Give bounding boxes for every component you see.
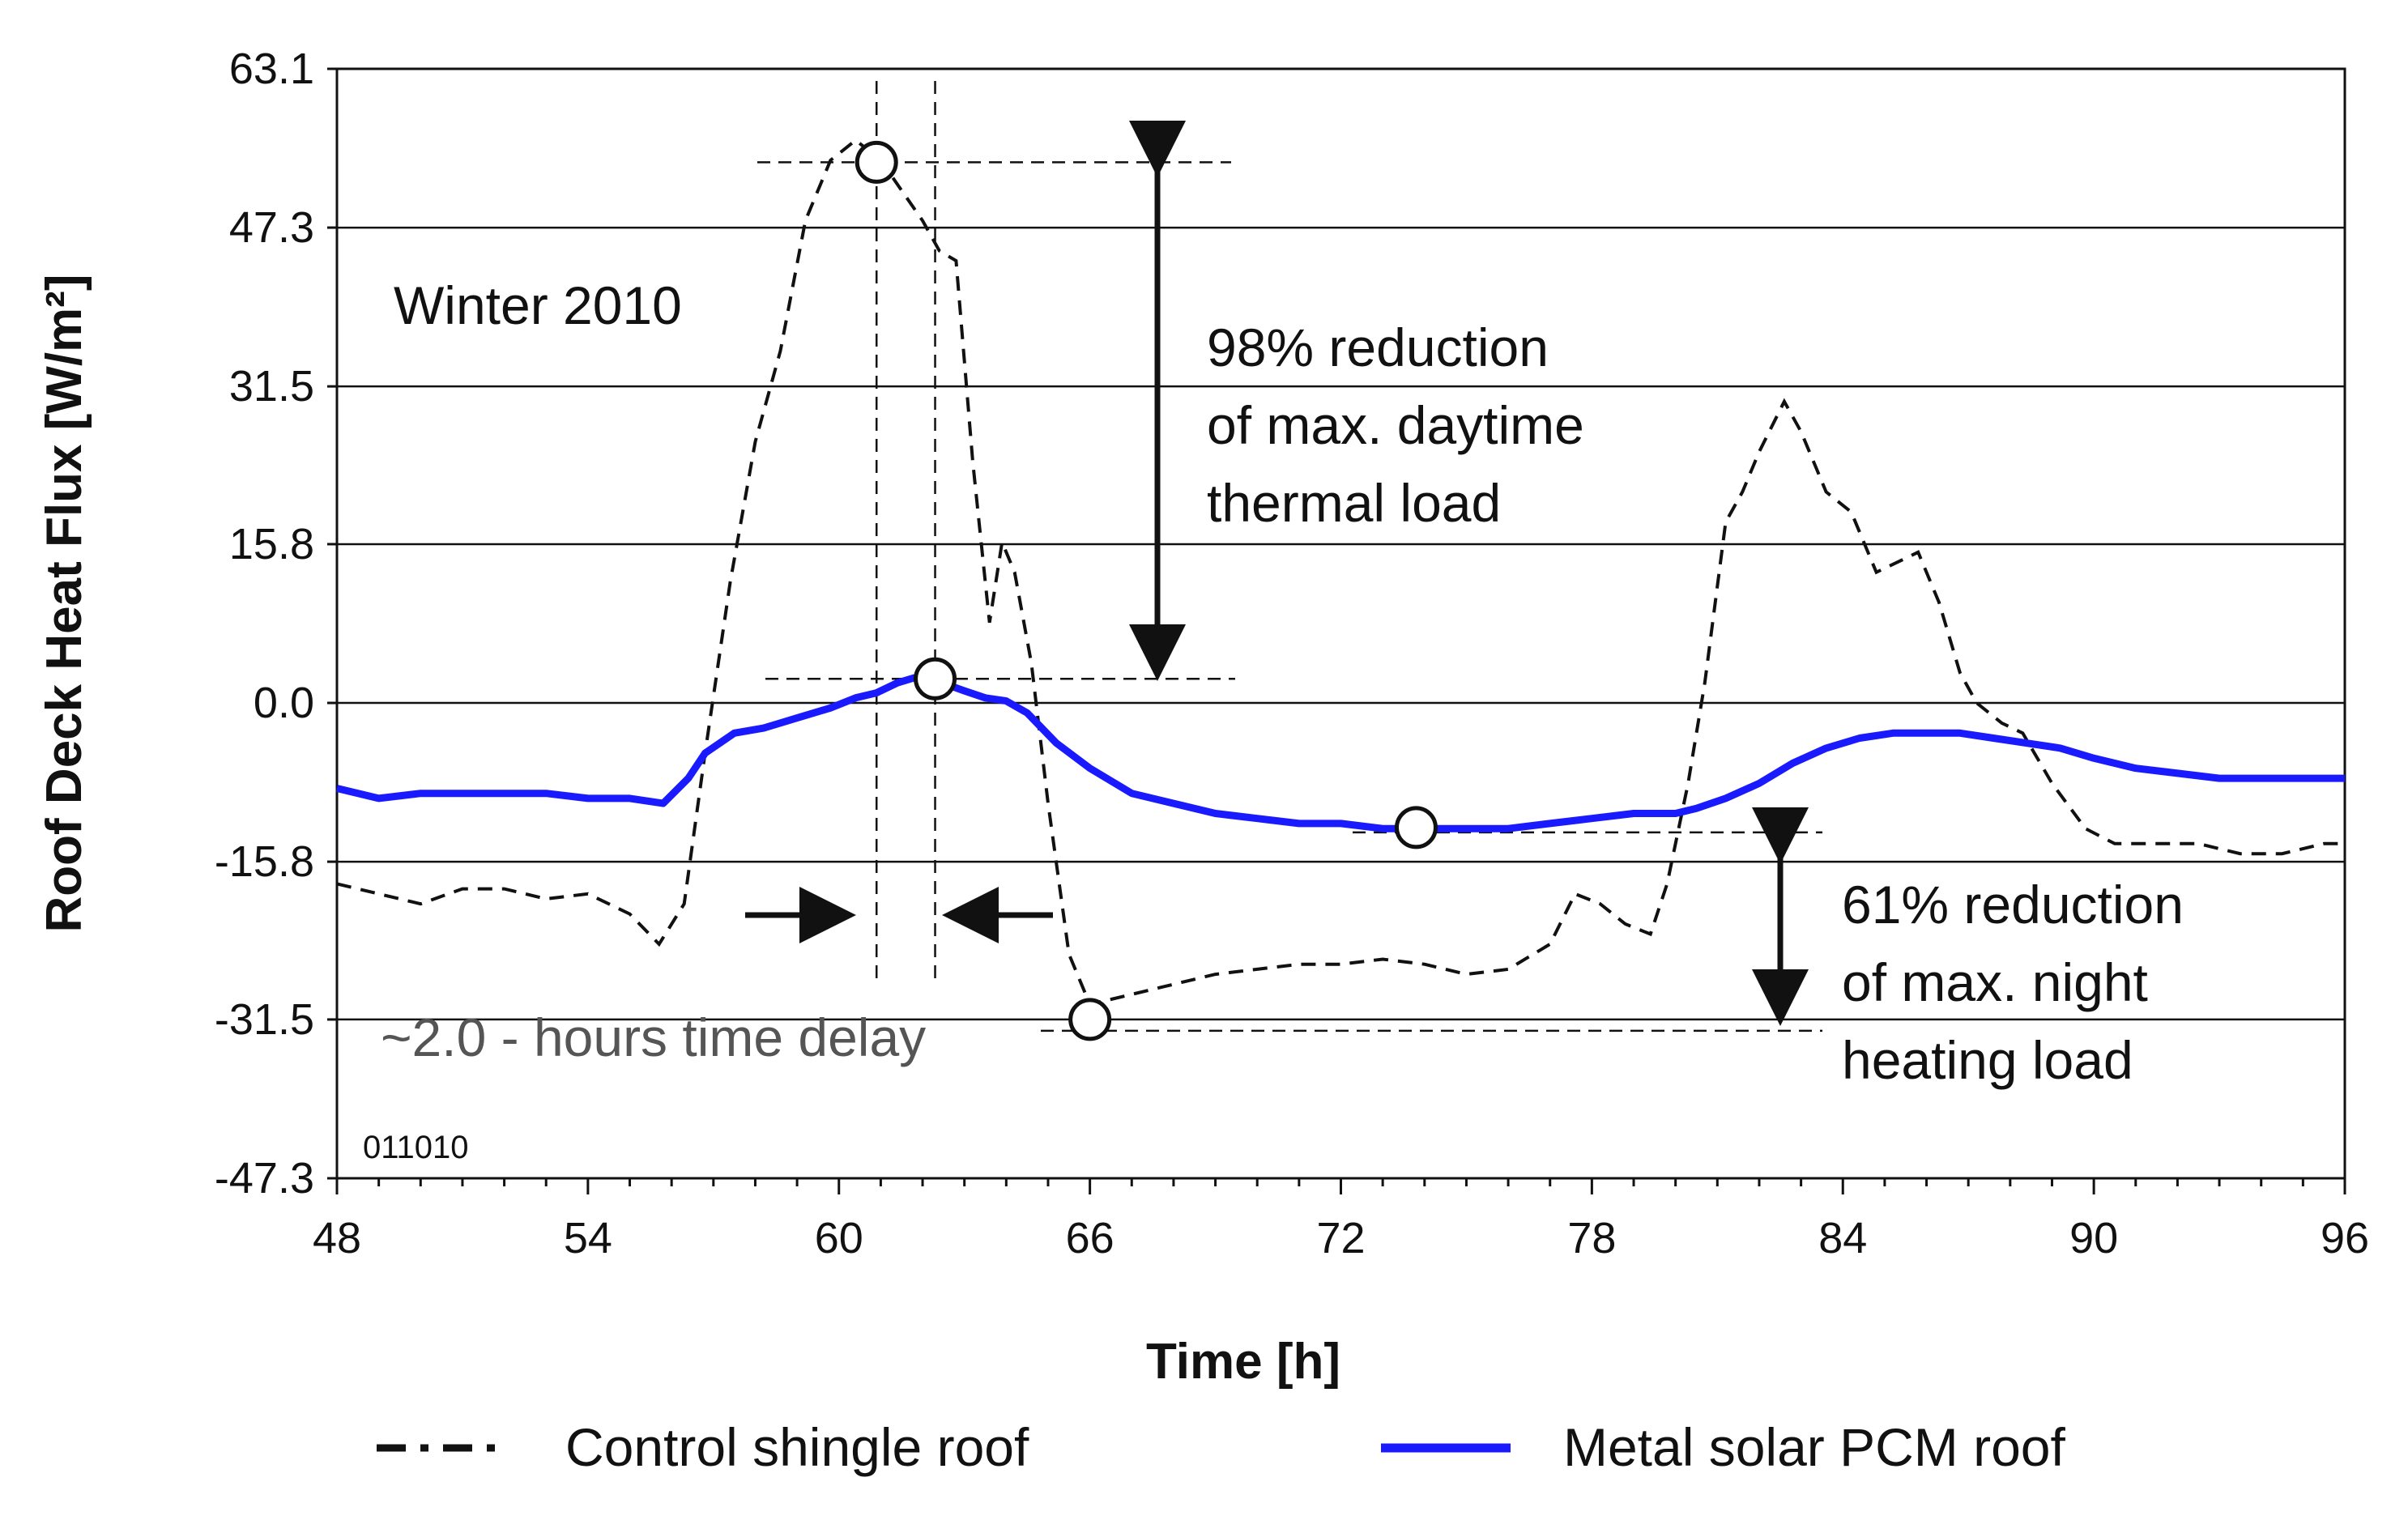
x-axis-ticks: 48 54 60 66 72 78 84 90 96 [313, 1178, 2369, 1262]
y-tick-label: -15.8 [215, 837, 314, 886]
x-tick-label: 72 [1316, 1214, 1365, 1262]
x-tick-label: 78 [1567, 1214, 1616, 1262]
season-label: Winter 2010 [394, 275, 682, 335]
figure-code: 011010 [363, 1130, 469, 1165]
y-tick-label: -47.3 [215, 1154, 314, 1203]
y-axis-title: Roof Deck Heat Flux [W/m²] [36, 275, 92, 933]
metal-solar-pcm-roof-line [335, 674, 2345, 832]
daytime-reduction-line-3: thermal load [1207, 473, 1501, 533]
plot-frame [335, 67, 2346, 1180]
daytime-reduction-line-1: 98% reduction [1207, 317, 1549, 377]
x-tick-label: 84 [1818, 1214, 1867, 1262]
night-reduction-line-3: heating load [1842, 1030, 2133, 1090]
marker-circle [1068, 998, 1112, 1041]
y-tick-label: 47.3 [229, 203, 314, 252]
x-axis-title: Time [h] [1146, 1334, 1340, 1390]
control-shingle-roof-line [336, 138, 2345, 1007]
annotation-guides [757, 81, 1822, 1032]
x-tick-label: 54 [564, 1214, 612, 1262]
x-tick-label: 96 [2321, 1214, 2369, 1262]
y-tick-label: 15.8 [229, 520, 314, 568]
gridlines [337, 67, 2345, 1180]
night-reduction-line-1: 61% reduction [1842, 875, 2184, 935]
x-tick-label: 90 [2069, 1214, 2118, 1262]
marker-circle [855, 140, 898, 184]
y-tick-label: 63.1 [229, 45, 314, 93]
y-axis-ticks: 63.1 47.3 31.5 15.8 0.0 -15.8 -31.5 -47.3 [215, 45, 337, 1203]
time-delay-label: ~2.0 - hours time delay [381, 1007, 926, 1067]
y-tick-label: -31.5 [215, 995, 314, 1044]
x-tick-label: 60 [815, 1214, 863, 1262]
x-tick-label: 48 [313, 1214, 361, 1262]
legend-control-label: Control shingle roof [565, 1417, 1029, 1477]
night-reduction-line-2: of max. night [1842, 952, 2148, 1012]
x-tick-label: 66 [1066, 1214, 1114, 1262]
y-tick-label: 0.0 [254, 679, 314, 727]
marker-circle [1394, 806, 1438, 849]
legend-pcm-label: Metal solar PCM roof [1563, 1417, 2066, 1477]
legend: Control shingle roof Metal solar PCM roo… [377, 1417, 2066, 1477]
marker-points [855, 140, 1438, 1041]
marker-circle [914, 657, 957, 700]
daytime-reduction-line-2: of max. daytime [1207, 395, 1584, 455]
y-tick-label: 31.5 [229, 362, 314, 411]
